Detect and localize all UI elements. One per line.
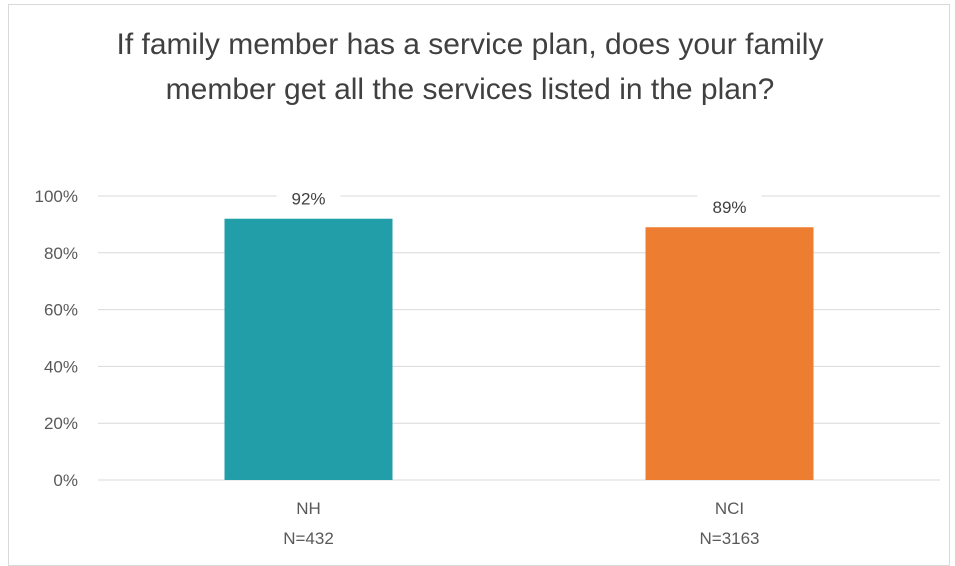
gridlines [98, 195, 940, 481]
y-tick-label-20: 20% [44, 414, 78, 433]
category-sublabel-nh: N=432 [283, 529, 334, 548]
bars [224, 218, 814, 480]
chart-title: If family member has a service plan, doe… [116, 28, 824, 106]
y-tick-label-0: 0% [53, 471, 78, 490]
x-axis-categories: NH N=432 NCI N=3163 [283, 499, 759, 548]
y-tick-label-100: 100% [35, 187, 78, 206]
category-sublabel-nci: N=3163 [699, 529, 759, 548]
data-label-bg-nci [697, 194, 762, 219]
data-label-nh: 92% [291, 190, 325, 209]
category-label-nci: NCI [715, 499, 744, 518]
bar-nci [645, 227, 814, 480]
y-axis-ticks: 0% 20% 40% 60% 80% 100% [35, 187, 78, 490]
y-tick-label-40: 40% [44, 357, 78, 376]
y-tick-label-80: 80% [44, 244, 78, 263]
category-label-nh: NH [296, 499, 321, 518]
data-label-nci: 89% [712, 198, 746, 217]
bar-nh [224, 218, 393, 480]
data-labels: 92% 89% [276, 185, 762, 219]
y-tick-label-60: 60% [44, 301, 78, 320]
data-label-bg-nh [276, 185, 341, 210]
